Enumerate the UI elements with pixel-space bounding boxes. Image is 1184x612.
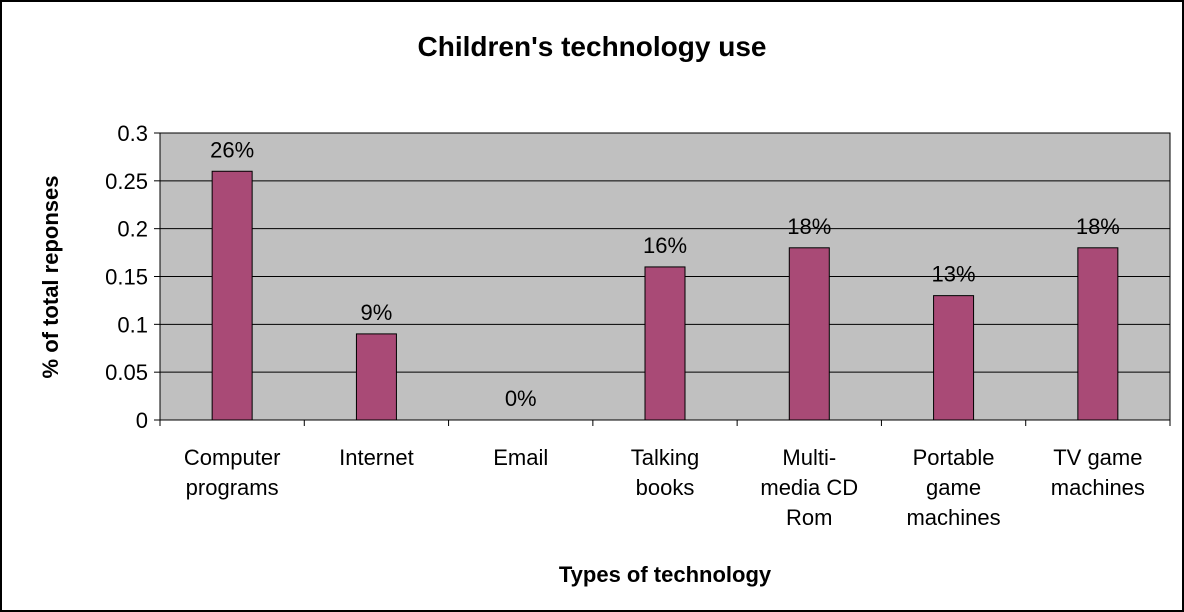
plot-area: 0 0.05 0.1 0.15 0.2 0.25 0.3 26% Computer program… <box>105 121 1171 530</box>
category-label-line: Email <box>493 445 548 470</box>
category-label: Computer programs <box>184 445 281 500</box>
y-tick-label: 0.15 <box>105 265 148 290</box>
category-label-line: books <box>636 475 695 500</box>
bar <box>355 333 397 421</box>
category-label: Internet <box>339 445 414 470</box>
category-label-line: game <box>926 475 981 500</box>
data-label: 9% <box>361 300 393 325</box>
bar <box>788 247 830 421</box>
y-tick-label: 0.2 <box>117 217 148 242</box>
data-label: 16% <box>643 233 687 258</box>
category-label-line: Portable <box>913 445 995 470</box>
category-label: Email <box>493 445 548 470</box>
data-label: 26% <box>210 137 254 162</box>
category-label-line: Internet <box>339 445 414 470</box>
category-label-line: programs <box>186 475 279 500</box>
y-tick-label: 0.05 <box>105 360 148 385</box>
category-label-line: machines <box>906 505 1000 530</box>
y-tick-label: 0.1 <box>117 312 148 337</box>
bar <box>644 266 686 421</box>
y-axis-title: % of total reponses <box>38 176 63 379</box>
bar <box>933 295 975 421</box>
category-label-line: Multi- <box>782 445 836 470</box>
category-label-line: TV game <box>1053 445 1142 470</box>
category-label-line: Talking <box>631 445 699 470</box>
category-label-line: Rom <box>786 505 832 530</box>
category-label-line: Computer <box>184 445 281 470</box>
category-label-line: media CD <box>760 475 858 500</box>
y-tick-label: 0.3 <box>117 121 148 146</box>
category-label: Talking books <box>631 445 699 500</box>
data-label: 13% <box>932 262 976 287</box>
bar <box>211 170 253 421</box>
chart-title: Children's technology use <box>418 31 767 62</box>
y-tick-label: 0 <box>136 408 148 433</box>
data-label: 18% <box>787 214 831 239</box>
x-axis-title: Types of technology <box>559 562 772 587</box>
y-tick-label: 0.25 <box>105 169 148 194</box>
data-label: 0% <box>505 386 537 411</box>
data-label: 18% <box>1076 214 1120 239</box>
category-label: Portable game machines <box>906 445 1000 530</box>
category-label-line: machines <box>1051 475 1145 500</box>
category-label: Multi-media CD Rom <box>760 445 858 530</box>
bar <box>1077 247 1119 421</box>
category-label: TV game machines <box>1051 445 1145 500</box>
